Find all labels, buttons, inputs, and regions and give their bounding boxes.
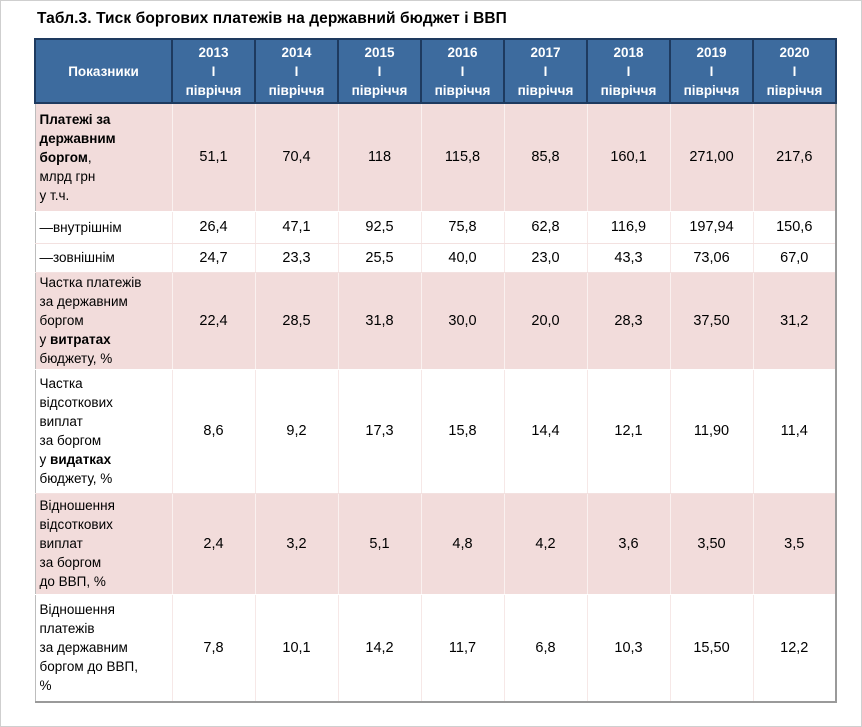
cell-value: 51,1 [172, 103, 256, 212]
cell-value: 3,5 [753, 493, 837, 595]
table-title: Табл.3. Тиск боргових платежів на держав… [37, 10, 507, 27]
table-row: —внутрішнім 26,4 47,1 92,5 75,8 62,8 116,9 197,… [34, 211, 837, 244]
cell-value: 15,50 [670, 594, 754, 703]
cell-value: 31,2 [753, 272, 837, 370]
cell-value: 17,3 [338, 369, 422, 494]
cell-value: 12,1 [587, 369, 671, 494]
cell-value: 40,0 [421, 243, 505, 273]
cell-value: 62,8 [504, 211, 588, 244]
cell-value: 3,6 [587, 493, 671, 595]
cell-value: 4,2 [504, 493, 588, 595]
indicators-column-header: Показники [34, 38, 173, 104]
cell-value: 85,8 [504, 103, 588, 212]
table-row: Відношення відсоткових виплат за боргом до В… [34, 493, 837, 595]
cell-value: 23,3 [255, 243, 339, 273]
cell-value: 73,06 [670, 243, 754, 273]
cell-value: 11,7 [421, 594, 505, 703]
cell-value: 28,3 [587, 272, 671, 370]
cell-value: 150,6 [753, 211, 837, 244]
cell-value: 7,8 [172, 594, 256, 703]
cell-value: 3,2 [255, 493, 339, 595]
table-row: Частка платежів за державним боргом у витра… [34, 272, 837, 370]
cell-value: 67,0 [753, 243, 837, 273]
cell-value: 2,4 [172, 493, 256, 595]
cell-value: 4,8 [421, 493, 505, 595]
cell-value: 217,6 [753, 103, 837, 212]
cell-value: 115,8 [421, 103, 505, 212]
cell-value: 6,8 [504, 594, 588, 703]
row-label: Відношення платежів за державним боргом до … [34, 594, 173, 703]
cell-value: 11,4 [753, 369, 837, 494]
cell-value: 11,90 [670, 369, 754, 494]
table-body: Платежі за державним боргом, млрд грн у т.ч.… [34, 103, 837, 703]
cell-value: 20,0 [504, 272, 588, 370]
cell-value: 15,8 [421, 369, 505, 494]
cell-value: 5,1 [338, 493, 422, 595]
cell-value: 43,3 [587, 243, 671, 273]
cell-value: 118 [338, 103, 422, 212]
cell-value: 47,1 [255, 211, 339, 244]
cell-value: 26,4 [172, 211, 256, 244]
row-label: Частка платежів за державним боргом у витра… [34, 272, 173, 370]
table-row: —зовнішнім 24,7 23,3 25,5 40,0 23,0 43,3 73,06 6… [34, 243, 837, 273]
cell-value: 160,1 [587, 103, 671, 212]
cell-value: 8,6 [172, 369, 256, 494]
cell-value: 23,0 [504, 243, 588, 273]
row-label: —зовнішнім [34, 243, 173, 273]
cell-value: 14,4 [504, 369, 588, 494]
cell-value: 75,8 [421, 211, 505, 244]
cell-value: 24,7 [172, 243, 256, 273]
cell-value: 30,0 [421, 272, 505, 370]
cell-value: 22,4 [172, 272, 256, 370]
table-row: Частка відсоткових виплат за боргом у видатк… [34, 369, 837, 494]
row-label: Частка відсоткових виплат за боргом у видатк… [34, 369, 173, 494]
cell-value: 197,94 [670, 211, 754, 244]
cell-value: 25,5 [338, 243, 422, 273]
cell-value: 10,3 [587, 594, 671, 703]
cell-value: 12,2 [753, 594, 837, 703]
cell-value: 31,8 [338, 272, 422, 370]
cell-value: 3,50 [670, 493, 754, 595]
table-row: Платежі за державним боргом, млрд грн у т.ч.… [34, 103, 837, 212]
cell-value: 28,5 [255, 272, 339, 370]
cell-value: 9,2 [255, 369, 339, 494]
cell-value: 10,1 [255, 594, 339, 703]
cell-value: 92,5 [338, 211, 422, 244]
cell-value: 271,00 [670, 103, 754, 212]
row-label: Відношення відсоткових виплат за боргом до В… [34, 493, 173, 595]
table-row: Відношення платежів за державним боргом до … [34, 594, 837, 703]
cell-value: 14,2 [338, 594, 422, 703]
cell-value: 70,4 [255, 103, 339, 212]
cell-value: 116,9 [587, 211, 671, 244]
cell-value: 37,50 [670, 272, 754, 370]
row-label: Платежі за державним боргом, млрд грн у т.ч. [34, 103, 173, 212]
row-label: —внутрішнім [34, 211, 173, 244]
